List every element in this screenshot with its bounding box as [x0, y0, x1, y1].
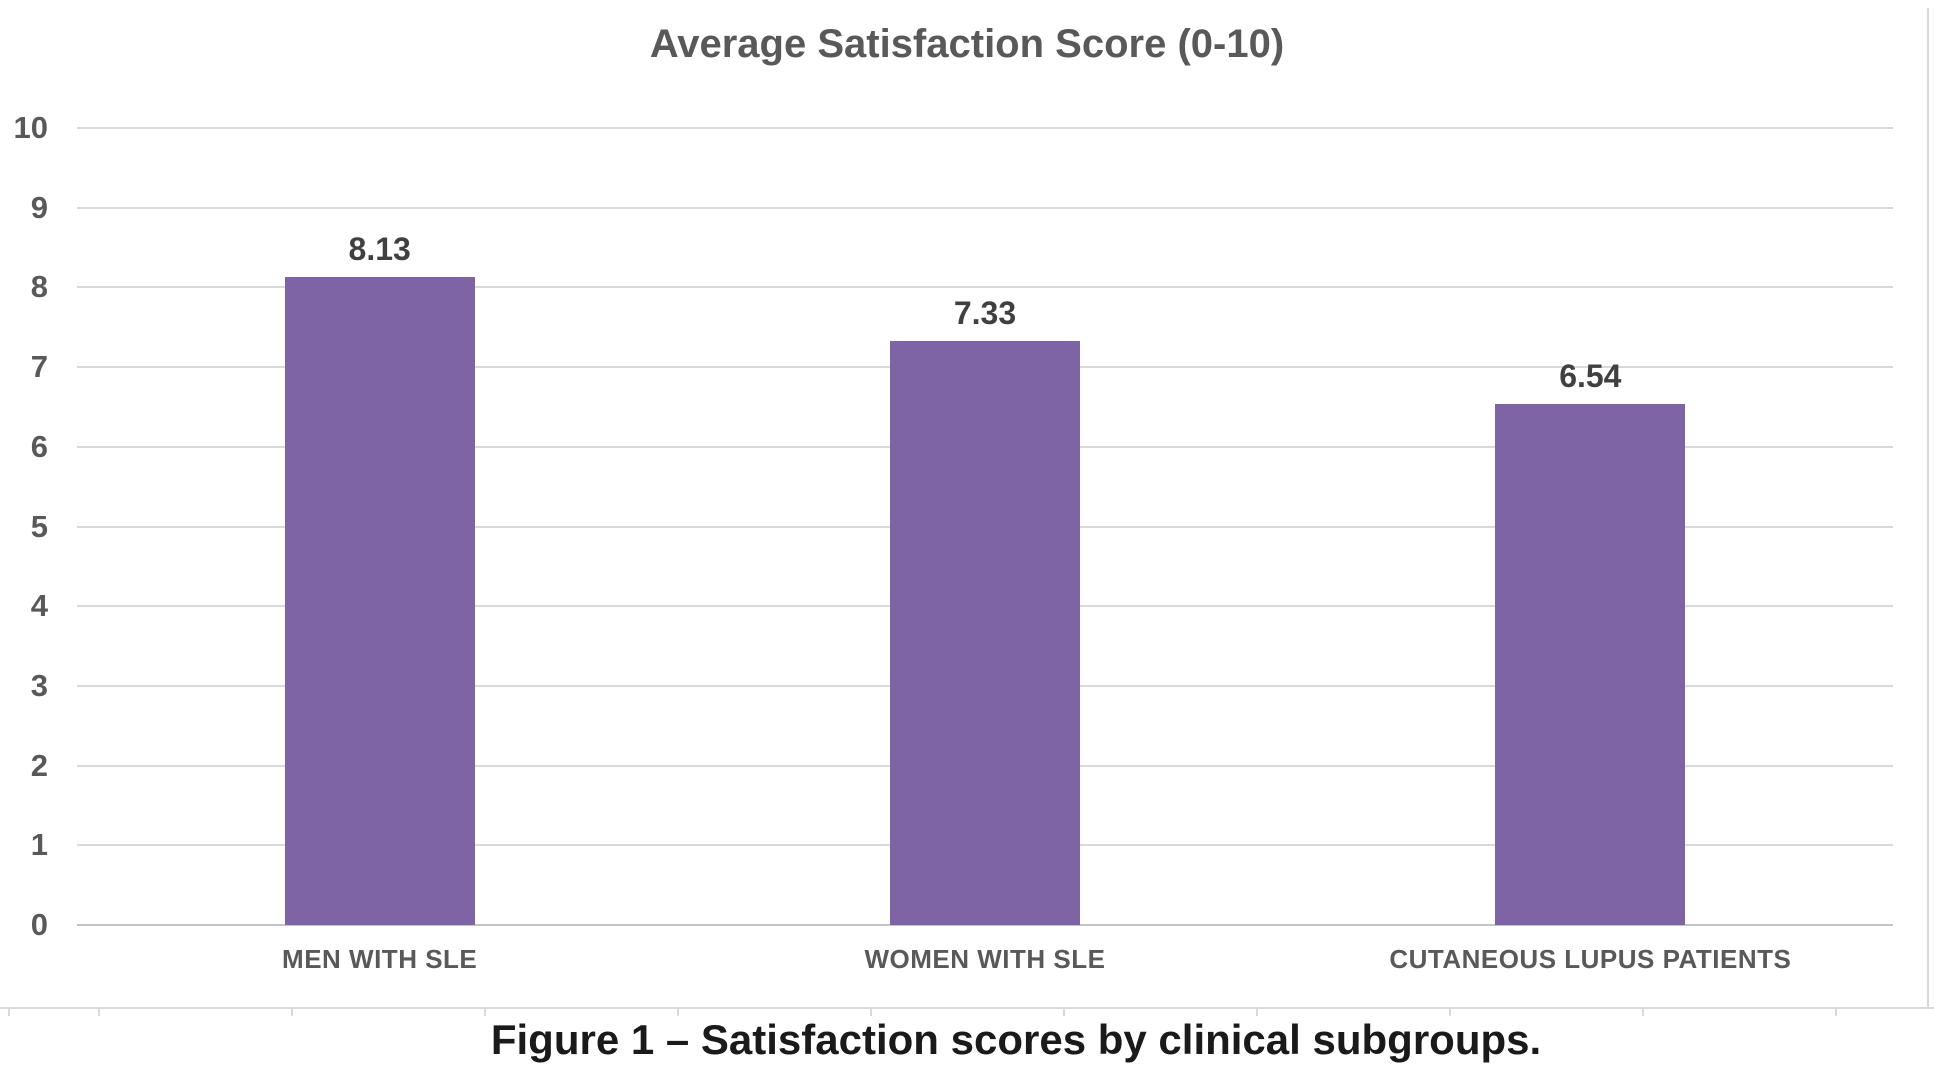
y-axis-tick-label: 10 — [13, 110, 48, 145]
y-axis-tick-label: 6 — [30, 428, 48, 464]
category-label-women-with-sle: WOMEN WITH SLE — [864, 944, 1106, 974]
bar-men-with-sle — [284, 277, 475, 925]
y-axis-tick-label: 3 — [30, 667, 48, 703]
figure-caption: Figure 1 – Satisfaction scores by clinic… — [490, 1016, 1542, 1063]
bottom-tick — [1835, 1009, 1837, 1016]
bottom-tick — [1063, 1009, 1065, 1016]
bar-women-with-sle — [890, 340, 1080, 925]
gridline-y-10 — [77, 127, 1893, 129]
y-axis-tick-label: 0 — [30, 907, 48, 942]
gridline-y-0 — [77, 924, 1893, 926]
chart-bottom-border — [0, 1007, 1934, 1009]
bottom-tick — [8, 1009, 10, 1016]
category-label-men-with-sle: MEN WITH SLE — [282, 944, 478, 974]
bar-value-label-men-with-sle: 8.13 — [348, 231, 411, 268]
category-label-cutaneous-lupus-patients: CUTANEOUS LUPUS PATIENTS — [1389, 944, 1792, 974]
gridline-y-8 — [77, 286, 1893, 289]
bottom-tick — [1449, 1009, 1451, 1016]
y-axis-tick-label: 7 — [30, 349, 48, 385]
bar-cutaneous-lupus-patients — [1495, 403, 1686, 925]
y-axis-tick-label: 5 — [30, 508, 48, 544]
y-axis-tick-label: 4 — [30, 588, 48, 624]
bottom-tick — [98, 1009, 100, 1016]
bottom-tick — [484, 1009, 486, 1016]
bottom-tick — [1642, 1009, 1644, 1016]
y-axis-tick-label: 9 — [30, 189, 48, 225]
bottom-tick — [677, 1009, 679, 1016]
y-axis-tick-label: 2 — [30, 747, 48, 783]
chart-title: Average Satisfaction Score (0-10) — [649, 22, 1285, 66]
bar-value-label-women-with-sle: 7.33 — [953, 294, 1017, 331]
y-axis-tick-label: 8 — [30, 269, 48, 305]
bar-value-label-cutaneous-lupus-patients: 6.54 — [1559, 357, 1622, 394]
bottom-tick — [1256, 1009, 1258, 1016]
y-axis-tick-label: 1 — [30, 827, 48, 863]
bottom-tick — [291, 1009, 293, 1016]
gridline-y-9 — [77, 206, 1893, 209]
chart-right-border — [1927, 8, 1929, 1009]
bottom-tick — [870, 1009, 872, 1016]
